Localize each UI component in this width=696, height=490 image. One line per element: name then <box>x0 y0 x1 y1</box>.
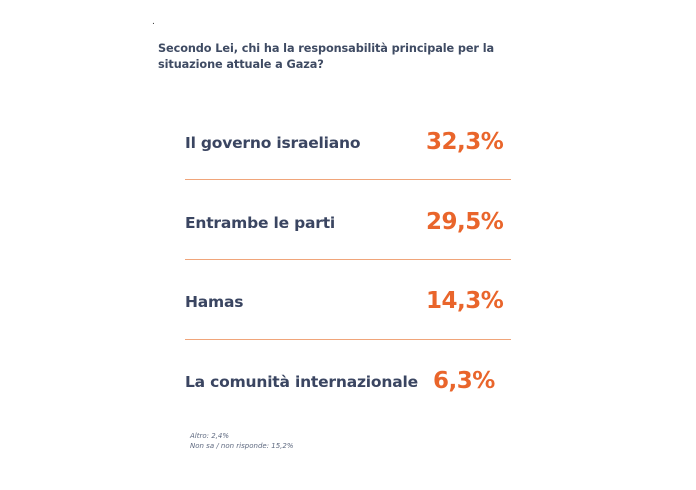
result-row: Hamas 14,3% <box>185 271 511 314</box>
result-row: La comunità internazionale 6,3% <box>185 351 511 394</box>
result-percentage: 32,3% <box>426 129 504 155</box>
result-row: Entrambe le parti 29,5% <box>185 192 511 235</box>
footnote-other: Altro: 2,4% <box>190 432 230 440</box>
survey-question: Secondo Lei, chi ha la responsabilità pr… <box>158 42 495 71</box>
result-percentage: 14,3% <box>426 288 504 314</box>
result-label: Hamas <box>185 293 244 311</box>
row-divider <box>185 179 511 180</box>
corner-mark: . <box>152 17 155 27</box>
result-percentage: 29,5% <box>426 209 504 235</box>
footnotes: Altro: 2,4% Non sa / non risponde: 15,2% <box>190 432 294 451</box>
result-row: Il governo israeliano 32,3% <box>185 112 511 155</box>
result-label: Il governo israeliano <box>185 134 361 152</box>
result-percentage: 6,3% <box>433 368 495 394</box>
row-divider <box>185 339 511 340</box>
row-divider <box>185 259 511 260</box>
result-label: La comunità internazionale <box>185 373 418 391</box>
footnote-dont-know: Non sa / non risponde: 15,2% <box>190 441 294 450</box>
result-label: Entrambe le parti <box>185 214 336 232</box>
